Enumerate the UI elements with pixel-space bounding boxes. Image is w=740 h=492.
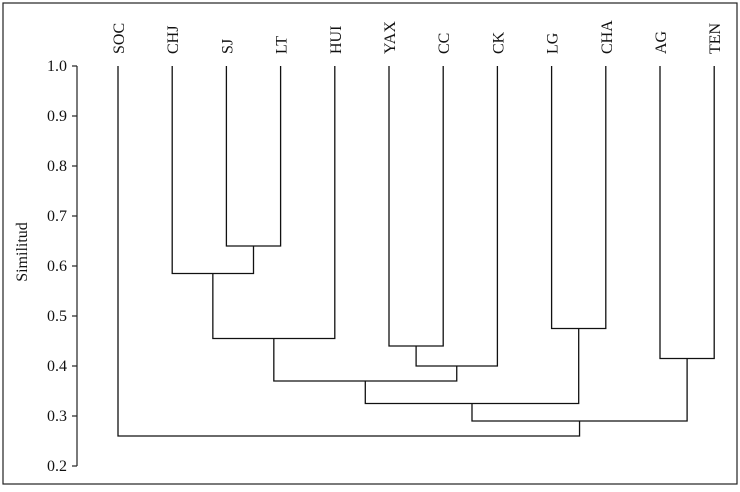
y-tick-label: 0.3 (47, 408, 67, 425)
leaf-label: AG (653, 30, 670, 54)
leaf-label: HUI (328, 26, 345, 54)
leaf-label: CK (490, 31, 507, 54)
dendrogram-branch (471, 358, 688, 422)
dendrogram-branch (388, 66, 444, 347)
dendrogram-branch (659, 66, 715, 360)
dendrogram-branches (117, 66, 715, 437)
y-tick-label: 0.9 (47, 108, 67, 125)
y-tick-label: 0.8 (47, 158, 67, 175)
leaf-label: LG (545, 32, 562, 54)
dendrogram-branch (117, 66, 581, 437)
y-tick-label: 0.2 (47, 458, 67, 475)
y-tick-label: 0.6 (47, 258, 67, 275)
leaf-label: TEN (707, 22, 724, 54)
y-tick-label: 0.4 (47, 358, 67, 375)
leaf-label: LT (274, 36, 291, 54)
y-tick-label: 0.5 (47, 308, 67, 325)
leaf-label: CHA (599, 20, 616, 54)
dendrogram-branch (550, 66, 607, 330)
leaf-label: YAX (382, 21, 399, 54)
dendrogram-branch (415, 66, 499, 367)
leaf-label: CHJ (165, 26, 182, 54)
leaf-label: CC (436, 33, 453, 54)
y-tick-label: 0.7 (47, 208, 67, 225)
y-tick-label: 1.0 (47, 58, 67, 75)
leaf-label: SOC (111, 23, 128, 54)
leaf-label: SJ (219, 39, 236, 54)
dendrogram-branch (171, 66, 255, 275)
y-axis-label: Similitud (14, 222, 31, 282)
leaf-labels: SOC CHJ SJ LT HUI YAX CC CK LG CHA AG TEN (111, 20, 724, 54)
plot-frame (2, 2, 738, 485)
dendrogram-branch (273, 338, 458, 382)
dendrogram-branch (225, 66, 282, 247)
y-axis-ticks: 1.0 0.9 0.8 0.7 0.6 0.5 0.4 0.3 0.2 (47, 58, 77, 475)
dendrogram-branch (212, 66, 336, 340)
